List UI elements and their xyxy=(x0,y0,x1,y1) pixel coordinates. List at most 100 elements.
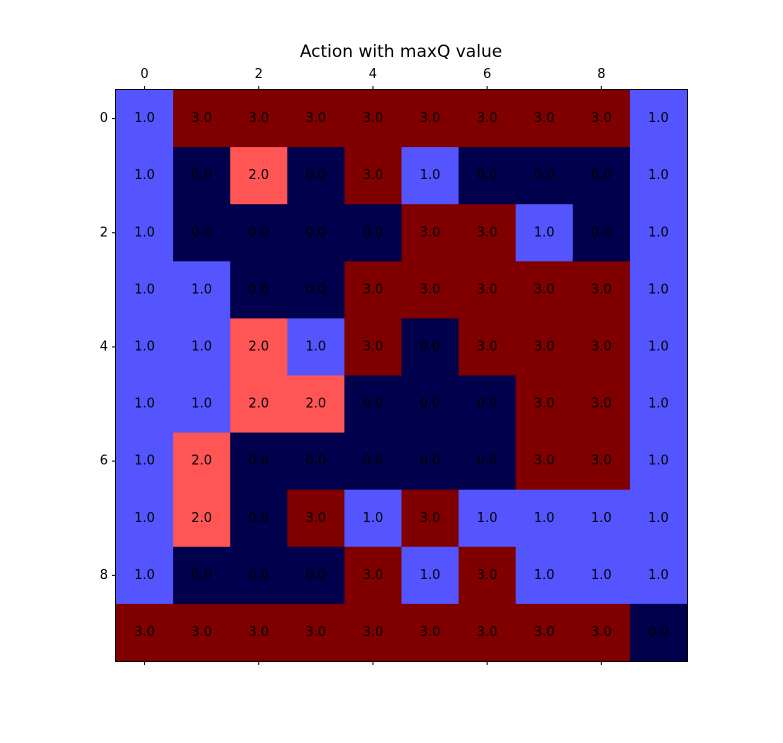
cell-value-label: 1.0 xyxy=(134,397,155,412)
cell-value-label: 2.0 xyxy=(248,397,269,412)
cell-value-label: 3.0 xyxy=(591,397,612,412)
x-tick-label: 8 xyxy=(597,67,605,82)
heatmap-cell xyxy=(401,204,460,262)
heatmap-cell xyxy=(572,204,631,262)
cell-value-label: 3.0 xyxy=(306,511,327,526)
heatmap-cell xyxy=(629,318,688,377)
heatmap-cell xyxy=(287,261,345,319)
cell-value-label: 1.0 xyxy=(648,397,669,412)
cell-value-label: 1.0 xyxy=(134,168,155,183)
heatmap-cell xyxy=(458,204,517,262)
cell-value-label: 0.0 xyxy=(477,454,498,469)
heatmap-cell xyxy=(344,318,403,377)
heatmap-cell xyxy=(572,261,631,319)
cell-value-label: 1.0 xyxy=(648,282,669,297)
heatmap-cell xyxy=(173,318,231,377)
cell-value-label: 0.0 xyxy=(420,397,441,412)
x-tick-label: 6 xyxy=(483,67,491,82)
cell-value-label: 3.0 xyxy=(477,339,498,354)
heatmap-cell xyxy=(344,147,403,205)
cell-value-label: 0.0 xyxy=(363,454,384,469)
heatmap-cell xyxy=(629,432,688,491)
cell-value-label: 0.0 xyxy=(648,625,669,640)
cell-value-label: 3.0 xyxy=(534,454,555,469)
heatmap-cells xyxy=(116,90,688,662)
heatmap-cell xyxy=(629,90,688,148)
cell-value-label: 0.0 xyxy=(363,225,384,240)
cell-value-label: 1.0 xyxy=(191,339,212,354)
heatmap-cell xyxy=(629,147,688,205)
cell-value-label: 1.0 xyxy=(191,282,212,297)
cell-value-label: 3.0 xyxy=(534,397,555,412)
heatmap-cell xyxy=(173,375,231,434)
heatmap-cell xyxy=(116,90,174,148)
cell-value-label: 1.0 xyxy=(363,511,384,526)
heatmap-cell xyxy=(401,147,460,205)
heatmap-cell xyxy=(287,90,345,148)
heatmap-cell xyxy=(287,603,345,662)
cell-value-label: 0.0 xyxy=(191,568,212,583)
cell-value-label: 3.0 xyxy=(363,111,384,126)
cell-value-label: 1.0 xyxy=(134,339,155,354)
heatmap-cell xyxy=(230,147,288,205)
heatmap-cell xyxy=(572,147,631,205)
cell-value-label: 0.0 xyxy=(306,225,327,240)
heatmap-cell xyxy=(173,603,231,662)
cell-value-label: 3.0 xyxy=(534,339,555,354)
heatmap-cell xyxy=(116,204,174,262)
cell-value-label: 0.0 xyxy=(248,225,269,240)
heatmap-cell xyxy=(515,318,574,377)
cell-value-label: 0.0 xyxy=(191,225,212,240)
cell-value-label: 1.0 xyxy=(134,225,155,240)
y-tick-label: 6 xyxy=(100,454,108,469)
x-tick-label: 0 xyxy=(140,67,148,82)
cell-value-label: 1.0 xyxy=(534,225,555,240)
cell-value-label: 3.0 xyxy=(363,339,384,354)
cell-value-label: 1.0 xyxy=(648,568,669,583)
heatmap-cell xyxy=(572,375,631,434)
heatmap-cell xyxy=(458,261,517,319)
heatmap-cell xyxy=(344,432,403,491)
heatmap-cell xyxy=(401,603,460,662)
heatmap-cell xyxy=(515,546,574,605)
cell-value-label: 3.0 xyxy=(477,568,498,583)
cell-value-label: 1.0 xyxy=(648,339,669,354)
heatmap-cell xyxy=(515,603,574,662)
cell-value-label: 3.0 xyxy=(420,225,441,240)
heatmap-cell xyxy=(572,546,631,605)
heatmap-cell xyxy=(344,489,403,548)
heatmap-cell xyxy=(173,90,231,148)
heatmap-cell xyxy=(572,603,631,662)
y-tick-label: 0 xyxy=(100,111,108,126)
heatmap-cell xyxy=(515,432,574,491)
heatmap-cell xyxy=(458,147,517,205)
heatmap-cell xyxy=(116,318,174,377)
cell-value-label: 3.0 xyxy=(306,111,327,126)
cell-value-label: 1.0 xyxy=(420,568,441,583)
x-axis-ticks: 0 2 4 6 8 xyxy=(140,67,605,665)
y-tick-label: 4 xyxy=(100,339,108,354)
cell-value-label: 3.0 xyxy=(534,111,555,126)
cell-value-label: 3.0 xyxy=(477,282,498,297)
heatmap-cell xyxy=(629,489,688,548)
cell-value-label: 3.0 xyxy=(191,625,212,640)
cell-value-label: 0.0 xyxy=(477,168,498,183)
heatmap-cell xyxy=(116,432,174,491)
heatmap-cell xyxy=(401,261,460,319)
heatmap-cell xyxy=(401,432,460,491)
cell-value-label: 3.0 xyxy=(534,282,555,297)
cell-labels: 1.0 3.0 3.0 3.0 3.0 3.0 3.0 3.0 3.0 1.0 1.0 0.0 2.0 0… xyxy=(134,111,669,640)
cell-value-label: 3.0 xyxy=(363,625,384,640)
cell-value-label: 1.0 xyxy=(134,511,155,526)
heatmap-cell xyxy=(458,546,517,605)
cell-value-label: 3.0 xyxy=(363,568,384,583)
heatmap-cell xyxy=(116,261,174,319)
cell-value-label: 1.0 xyxy=(648,511,669,526)
heatmap-cell xyxy=(458,90,517,148)
heatmap-cell xyxy=(629,546,688,605)
heatmap-cell xyxy=(572,432,631,491)
heatmap-cell xyxy=(515,204,574,262)
heatmap-cell xyxy=(515,90,574,148)
heatmap-cell xyxy=(116,489,174,548)
